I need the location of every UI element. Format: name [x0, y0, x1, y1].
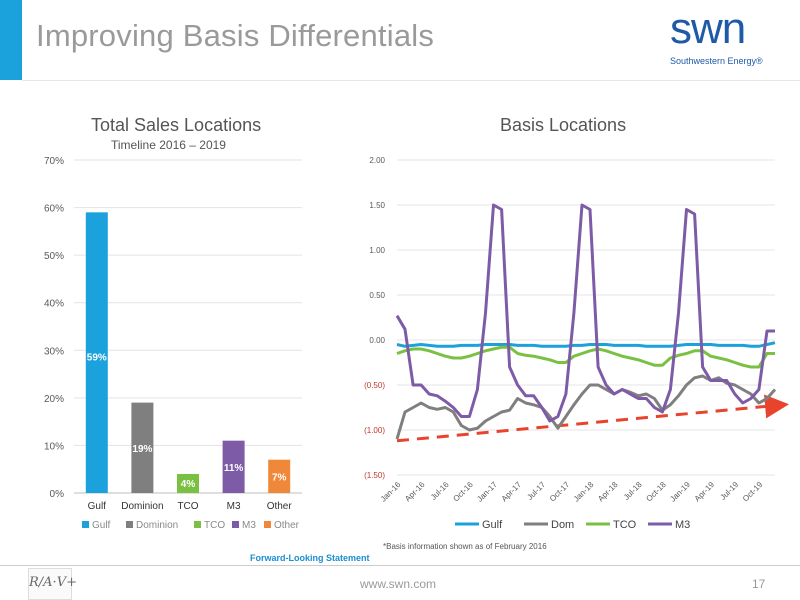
x-tick-label: Jul-16 [429, 480, 451, 502]
footer-logo: R/A·V+ [28, 568, 77, 600]
x-tick-label: Apr-19 [693, 480, 717, 504]
data-label: 11% [224, 463, 244, 474]
legend-label: Other [274, 520, 300, 531]
x-tick-label: Apr-16 [403, 480, 427, 504]
x-tick-label: Jan-18 [572, 480, 596, 504]
x-tick-label: Jul-18 [622, 480, 644, 502]
x-tick-label: M3 [227, 501, 241, 512]
legend-swatch [126, 521, 133, 528]
y-tick-label: 40% [44, 299, 64, 310]
legend-swatch [264, 521, 271, 528]
x-tick-label: Jan-16 [379, 480, 403, 504]
line-chart: 2.001.501.000.500.00(0.50)(1.00)(1.50)Ja… [364, 156, 789, 531]
data-label: 4% [181, 479, 196, 490]
x-tick-label: Gulf [88, 501, 107, 512]
y-tick-label: 0.50 [369, 291, 385, 300]
y-tick-label: 0% [50, 489, 65, 500]
y-tick-label: (1.50) [364, 471, 385, 480]
legend-label: M3 [242, 520, 256, 531]
legend-label: TCO [204, 520, 225, 531]
x-tick-label: TCO [177, 501, 198, 512]
legend-swatch [82, 521, 89, 528]
y-tick-label: 70% [44, 156, 64, 167]
x-tick-label: Oct-19 [741, 480, 765, 504]
title-accent-bar [0, 0, 22, 80]
y-tick-label: 0.00 [369, 336, 385, 345]
legend-label: M3 [675, 519, 690, 531]
header-divider [22, 80, 800, 81]
x-tick-label: Jan-17 [475, 480, 499, 504]
series-line-tco [396, 345, 775, 369]
x-tick-label: Dominion [121, 501, 163, 512]
x-tick-label: Oct-17 [548, 480, 572, 504]
y-tick-label: 1.00 [369, 246, 385, 255]
x-tick-label: Jul-19 [718, 480, 740, 502]
series-line-m3 [395, 203, 775, 423]
series-line-gulf [396, 341, 776, 348]
legend-label: Gulf [92, 520, 111, 531]
legend-swatch [194, 521, 201, 528]
trend-arrow [396, 394, 789, 443]
bar [131, 402, 154, 493]
y-tick-label: 10% [44, 441, 64, 452]
forward-looking-statement-link[interactable]: Forward-Looking Statement [250, 553, 370, 563]
line-chart-title: Basis Locations [500, 115, 627, 135]
footer-divider [0, 565, 800, 566]
data-label: 7% [272, 472, 287, 483]
y-tick-label: 60% [44, 204, 64, 215]
y-tick-label: 1.50 [369, 201, 385, 210]
x-tick-label: Apr-18 [596, 480, 620, 504]
footnote: *Basis information shown as of February … [383, 542, 547, 551]
logo-tagline: Southwestern Energy® [670, 56, 763, 66]
swn-logo: swn Southwestern Energy® [664, 4, 784, 70]
slide-title: Improving Basis Differentials [36, 18, 435, 53]
x-tick-label: Apr-17 [500, 480, 524, 504]
x-tick-label: Oct-16 [451, 480, 475, 504]
bar-chart-title: Total Sales Locations [91, 115, 262, 135]
page-number: 17 [752, 577, 766, 591]
y-tick-label: (1.00) [364, 426, 385, 435]
y-tick-label: (0.50) [364, 381, 385, 390]
logo-wordmark: swn [670, 4, 746, 53]
bar [85, 212, 108, 494]
legend-label: TCO [613, 519, 637, 531]
bar-chart: 0% 10% 20% 30% 40% 50% 60% 70% Gulf 59% Dominion 19… [44, 156, 302, 531]
bar-chart-subtitle: Timeline 2016 – 2019 [111, 138, 226, 152]
x-tick-label: Jul-17 [525, 480, 547, 502]
x-tick-label: Jan-19 [668, 480, 692, 504]
y-tick-label: 2.00 [369, 156, 385, 165]
legend-label: Dom [551, 519, 574, 531]
bar [222, 440, 245, 493]
x-tick-label: Other [267, 501, 293, 512]
y-tick-label: 50% [44, 251, 64, 262]
y-tick-label: 20% [44, 394, 64, 405]
legend-label: Dominion [136, 520, 178, 531]
legend-swatch [232, 521, 239, 528]
x-tick-label: Oct-18 [644, 480, 668, 504]
data-label: 19% [132, 444, 152, 455]
legend-label: Gulf [482, 519, 503, 531]
data-label: 59% [87, 352, 107, 363]
y-tick-label: 30% [44, 346, 64, 357]
footer-url[interactable]: www.swn.com [360, 577, 437, 591]
bar [268, 459, 291, 493]
bar [177, 473, 199, 493]
